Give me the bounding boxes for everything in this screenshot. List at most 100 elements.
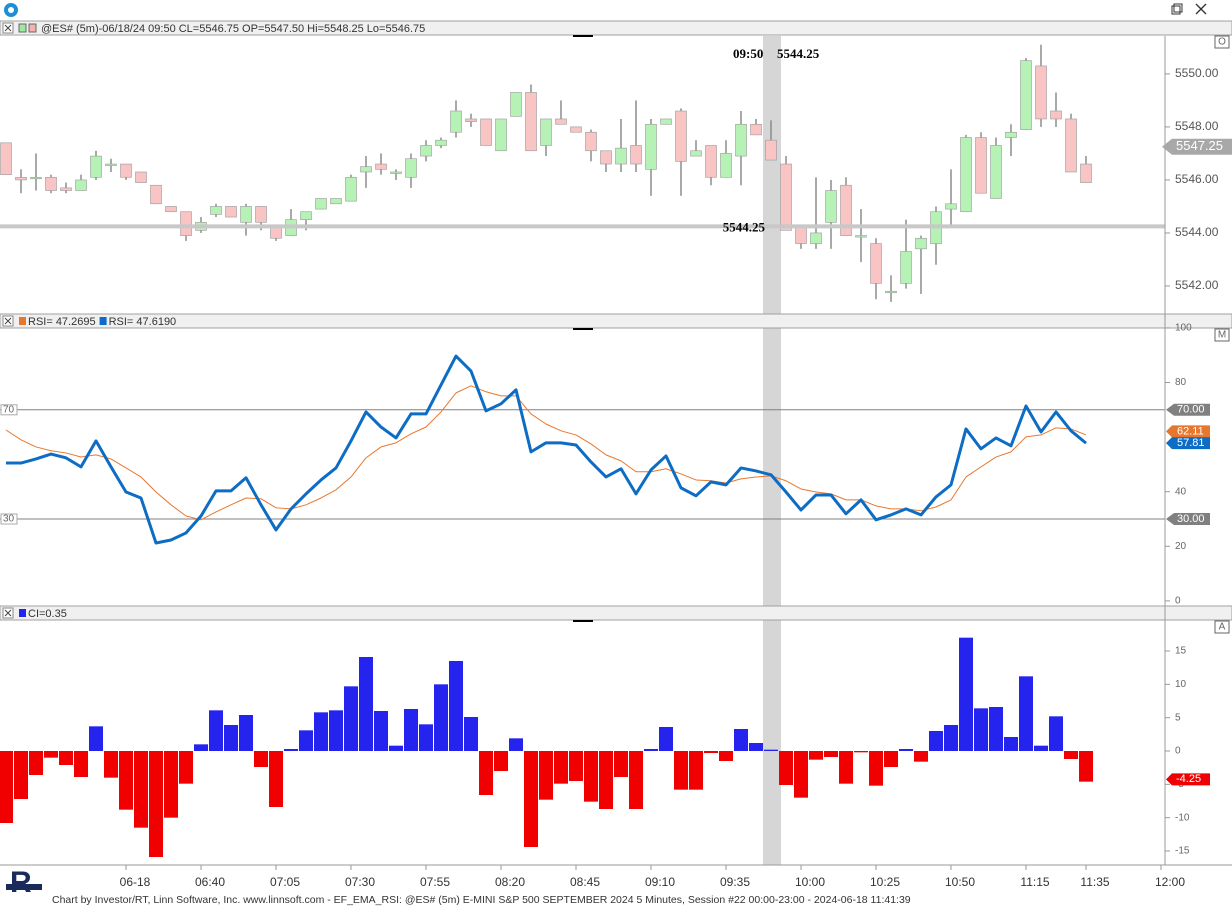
rsi-line — [6, 354, 1087, 545]
candle-body — [780, 163, 792, 231]
candle-body — [225, 206, 237, 218]
last-price: 5547.25 — [1176, 138, 1223, 153]
y-tick-label: -10 — [1175, 812, 1190, 823]
ci-bar — [854, 751, 868, 753]
ci-bar — [389, 745, 403, 751]
ci-bar — [359, 657, 373, 751]
ci-header — [0, 605, 1232, 621]
cursor-highlight — [763, 36, 781, 865]
ci-bar — [209, 710, 223, 751]
y-tick-label: 5542.00 — [1175, 278, 1219, 292]
ci-bar — [194, 744, 208, 751]
ci-bar — [794, 751, 808, 798]
ci-bar — [764, 749, 778, 751]
candle-body — [615, 147, 627, 165]
last-value-box — [1166, 425, 1210, 438]
x-tick-label: 11:15 — [1020, 875, 1049, 889]
pane-tag-box — [1214, 620, 1230, 634]
candle-body — [855, 235, 867, 238]
level-right-box — [1166, 403, 1210, 416]
x-tick-label: 08:20 — [495, 875, 525, 889]
ci-bar — [659, 727, 673, 751]
candle-body — [495, 118, 507, 152]
candle-body — [885, 290, 897, 294]
candle-body — [525, 92, 537, 152]
ci-bar — [104, 751, 118, 778]
y-tick-label: 0 — [1175, 746, 1181, 757]
candle-body — [405, 158, 417, 178]
legend-label: RSI= 47.6190 — [109, 316, 177, 328]
x-tick-label: 10:00 — [795, 875, 825, 889]
price-legend: @ES# (5m)-06/18/24 09:50 CL=5546.75 OP=5… — [41, 23, 425, 35]
x-tick-label: 09:10 — [645, 875, 675, 889]
y-tick-label: 20 — [1175, 541, 1187, 552]
ci-bar — [74, 751, 88, 777]
candle-body — [75, 179, 87, 191]
candle-body — [705, 145, 717, 178]
candle-body — [1035, 65, 1047, 120]
candle-body — [1050, 110, 1062, 120]
y-tick-label: -15 — [1175, 846, 1190, 857]
last-price-box — [1162, 138, 1232, 155]
ci-bar — [1004, 737, 1018, 751]
candle-body — [960, 137, 972, 213]
legend-label: CI=0.35 — [28, 608, 67, 620]
candle-body — [870, 243, 882, 284]
y-tick-label: 80 — [1175, 377, 1187, 388]
level-left-label: 70 — [3, 404, 15, 415]
ci-bar — [689, 751, 703, 790]
candle-body — [450, 110, 462, 133]
ci-bar — [329, 710, 343, 751]
ci-bar — [44, 751, 58, 758]
ci-bar — [29, 751, 43, 775]
candle-body — [990, 145, 1002, 199]
cursor-price-label: 5544.25 — [723, 219, 766, 234]
candle-body — [315, 198, 327, 210]
ci-bar — [344, 686, 358, 751]
rsi-header — [0, 313, 1232, 329]
y-tick-label: 40 — [1175, 486, 1187, 497]
ci-bar — [164, 751, 178, 818]
close-button[interactable] — [1195, 3, 1207, 15]
candle-body — [255, 206, 267, 223]
candle-body — [60, 187, 72, 191]
restore-button[interactable] — [1171, 3, 1183, 15]
pane-tag: A — [1219, 622, 1226, 633]
y-tick-label: 5548.00 — [1175, 119, 1219, 133]
ci-bar — [884, 751, 898, 767]
x-tick-label: 11:35 — [1080, 875, 1109, 889]
candle-body — [300, 211, 312, 220]
y-tick-label: 15 — [1175, 646, 1187, 657]
ci-bar — [404, 709, 418, 751]
ci-bar — [314, 712, 328, 751]
candle-body — [510, 92, 522, 117]
ci-bar — [479, 751, 493, 795]
x-tick-label: 07:30 — [345, 875, 375, 889]
level-left-box — [0, 404, 18, 416]
ci-bar — [584, 751, 598, 802]
level-left-box — [0, 513, 18, 525]
pane-tag: O — [1218, 37, 1226, 48]
level-right-box — [1166, 513, 1210, 526]
candle-body — [765, 139, 777, 161]
ci-bar — [374, 711, 388, 751]
price-header: @ES# (5m)-06/18/24 09:50 CL=5546.75 OP=5… — [0, 20, 1232, 36]
candle-body — [345, 176, 357, 202]
ci-bar — [434, 684, 448, 751]
ci-bar — [0, 751, 13, 823]
ci-bar — [269, 751, 283, 807]
pane-separators — [573, 35, 593, 622]
ci-bar — [719, 751, 733, 761]
candle-body — [720, 153, 732, 178]
candle-body — [15, 176, 27, 181]
candle-body — [945, 203, 957, 210]
ci-bar — [734, 729, 748, 751]
ci-bar — [134, 751, 148, 828]
x-tick-label: 10:50 — [945, 875, 975, 889]
ci-bar — [974, 708, 988, 751]
candle-body — [645, 123, 657, 170]
candle-body — [600, 150, 612, 165]
y-tick-label: 5544.00 — [1175, 225, 1219, 239]
ci-bar — [899, 749, 913, 751]
candle-body — [570, 126, 582, 133]
